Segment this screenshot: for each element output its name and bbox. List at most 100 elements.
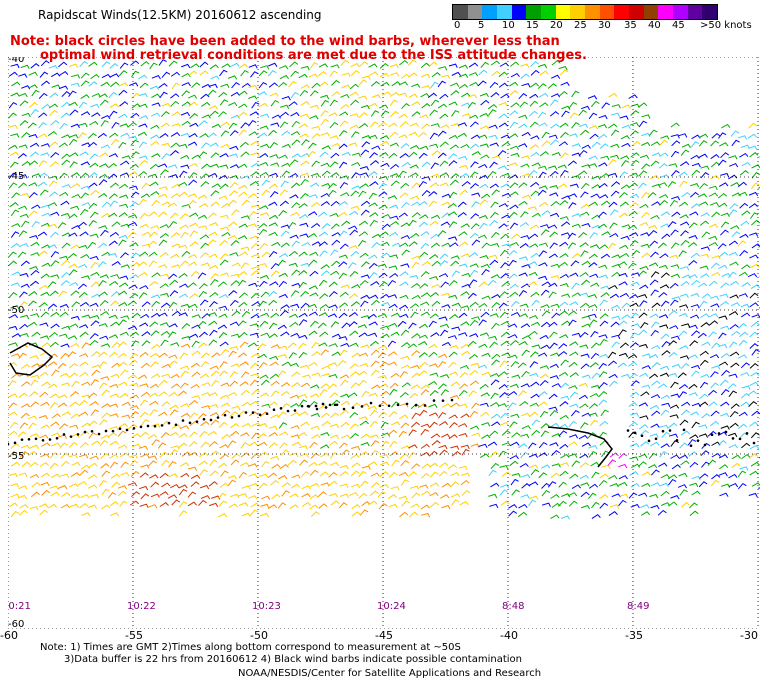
wind-barb	[479, 199, 489, 206]
wind-barb	[47, 130, 58, 137]
wind-barb	[109, 461, 119, 469]
wind-barb	[8, 292, 18, 299]
wind-barb	[298, 202, 308, 209]
wind-barb	[538, 242, 549, 248]
wind-barb	[589, 133, 599, 140]
wind-barb	[199, 299, 209, 306]
wind-barb	[708, 241, 718, 247]
wind-barb	[139, 399, 149, 407]
wind-barb	[438, 66, 448, 71]
wind-barb	[339, 409, 349, 416]
wind-barb	[231, 209, 240, 216]
wind-barb	[430, 162, 439, 169]
wind-barb	[608, 201, 618, 208]
wind-barb	[561, 320, 571, 326]
wind-barb	[350, 470, 360, 477]
wind-barb	[69, 503, 79, 508]
wind-barb	[250, 152, 260, 157]
wind-barb	[151, 153, 161, 158]
wind-barb	[537, 189, 547, 196]
wind-barb	[691, 490, 701, 496]
wind-barb	[137, 374, 148, 380]
wind-barb	[320, 482, 330, 487]
wind-barb	[191, 324, 201, 329]
wind-barb	[678, 312, 688, 318]
wind-barb	[571, 409, 580, 417]
wind-barb	[228, 101, 238, 107]
wind-barb	[421, 161, 431, 168]
wind-barb	[341, 449, 350, 456]
wind-barb	[278, 422, 288, 429]
wind-barb	[329, 423, 339, 429]
wind-barb	[319, 471, 329, 477]
wind-barb	[57, 362, 67, 369]
wind-barb	[448, 236, 458, 241]
wind-barb	[188, 179, 198, 186]
wind-barb	[130, 470, 140, 477]
wind-barb	[540, 423, 550, 429]
wind-barb	[81, 381, 91, 386]
wind-barb	[199, 430, 208, 438]
wind-barb	[398, 414, 409, 420]
wind-barb	[280, 180, 289, 188]
wind-barb	[61, 325, 71, 331]
wind-barb	[448, 160, 458, 167]
wind-barb	[230, 493, 240, 499]
wind-barb	[167, 202, 178, 208]
wind-barb	[259, 320, 269, 327]
colorbar-label: 35	[624, 20, 637, 31]
wind-barb	[388, 471, 398, 479]
wind-barb	[471, 201, 480, 208]
wind-barb	[568, 361, 578, 368]
wind-barb	[660, 333, 670, 340]
wind-barb	[150, 112, 161, 117]
wind-barb	[480, 99, 490, 106]
wind-barb	[488, 493, 498, 499]
wind-barb	[559, 443, 569, 450]
wind-barb	[470, 213, 480, 220]
wind-barb	[360, 300, 369, 307]
wind-barb	[178, 244, 188, 249]
wind-barb	[567, 193, 578, 198]
wind-barb	[8, 430, 18, 436]
wind-barb	[639, 203, 649, 209]
wind-barb	[699, 381, 709, 389]
wind-barb	[171, 82, 180, 90]
wind-barb	[661, 431, 670, 439]
wind-barb	[90, 315, 100, 320]
wind-barb	[58, 290, 67, 297]
wind-barb	[601, 231, 611, 236]
wind-barb	[39, 371, 49, 377]
wind-barb	[438, 353, 448, 358]
wind-barb	[301, 493, 311, 498]
wind-barb	[520, 155, 531, 160]
wind-barb	[220, 402, 231, 407]
wind-barb	[461, 448, 470, 456]
wind-barb	[101, 470, 111, 477]
wind-barb	[171, 243, 181, 248]
wind-barb	[218, 111, 227, 118]
wind-barb	[480, 61, 489, 69]
wind-barb	[519, 101, 529, 108]
wind-barb	[387, 340, 397, 347]
wind-barb	[400, 182, 410, 189]
wind-barb	[48, 175, 58, 181]
wind-barb	[151, 200, 160, 207]
wind-barb	[158, 379, 168, 386]
wind-barb	[129, 82, 139, 87]
wind-barb	[351, 445, 361, 451]
wind-barb	[599, 143, 609, 149]
wind-barb	[480, 411, 490, 417]
wind-barb	[60, 473, 70, 479]
wind-barb	[518, 503, 528, 509]
wind-barb	[48, 331, 59, 338]
wind-barb	[478, 302, 488, 308]
contamination-circle	[132, 426, 136, 430]
wind-barb	[219, 69, 228, 77]
wind-barb	[289, 234, 299, 239]
contamination-circle	[387, 404, 391, 408]
wind-barb	[650, 441, 660, 447]
wind-barb	[650, 345, 661, 350]
wind-barb	[389, 451, 399, 457]
contamination-circle	[696, 439, 700, 442]
